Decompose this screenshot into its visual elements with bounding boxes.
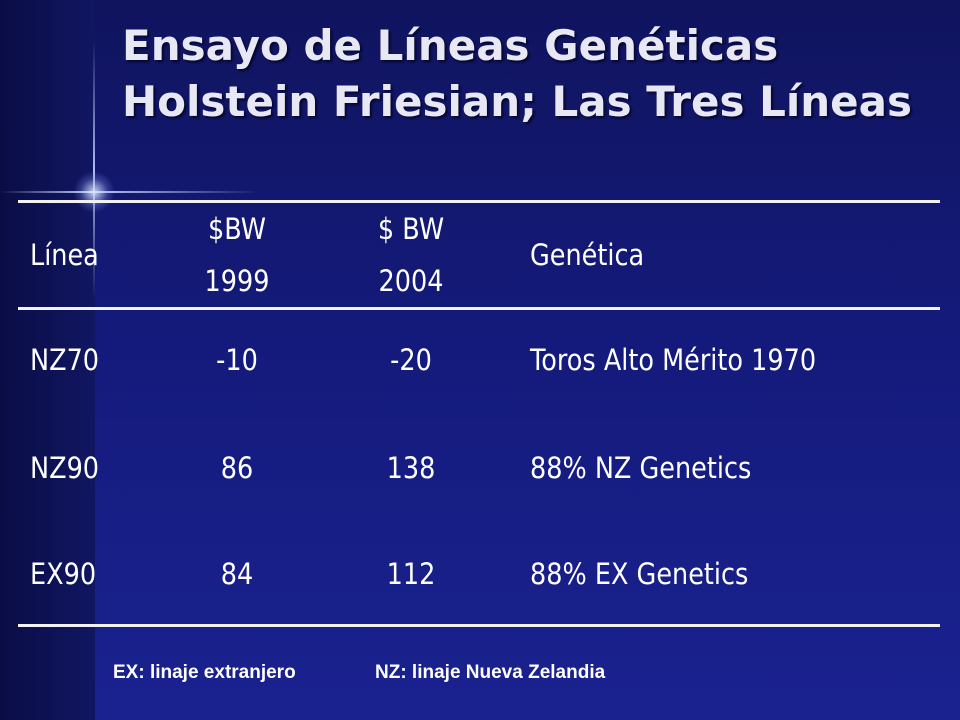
row-linea: NZ70 <box>30 343 100 377</box>
footnote-nz: NZ: linaje Nueva Zelandia <box>375 662 606 683</box>
slide-title: Ensayo de Líneas Genéticas Holstein Frie… <box>122 21 913 126</box>
row-bw2004: 112 <box>386 557 436 591</box>
light-flare-glow <box>73 171 115 213</box>
row-bw2004: 138 <box>386 451 436 485</box>
row-bw1999: -10 <box>216 343 258 377</box>
row-bw2004: -20 <box>390 343 432 377</box>
table-header-rule <box>18 307 940 310</box>
row-linea: EX90 <box>30 557 97 591</box>
left-decorative-band <box>0 0 95 720</box>
header-bw2004-label: $ BW <box>377 212 445 246</box>
row-genetica: 88% NZ Genetics <box>530 451 752 485</box>
table-top-rule <box>18 200 940 203</box>
row-linea: NZ90 <box>30 451 100 485</box>
row-genetica: Toros Alto Mérito 1970 <box>530 343 817 377</box>
table-bottom-rule <box>18 624 940 627</box>
light-flare-horizontal <box>0 191 260 193</box>
header-bw1999-year: 1999 <box>204 264 270 298</box>
row-genetica: 88% EX Genetics <box>530 557 749 591</box>
header-bw2004-year: 2004 <box>378 264 444 298</box>
footnote-ex: EX: linaje extranjero <box>113 662 296 683</box>
row-bw1999: 86 <box>220 451 254 485</box>
header-linea: Línea <box>30 238 99 272</box>
header-bw1999-label: $BW <box>207 212 267 246</box>
light-flare-vertical <box>93 40 95 300</box>
row-bw1999: 84 <box>220 557 254 591</box>
header-genetica: Genética <box>530 238 645 272</box>
